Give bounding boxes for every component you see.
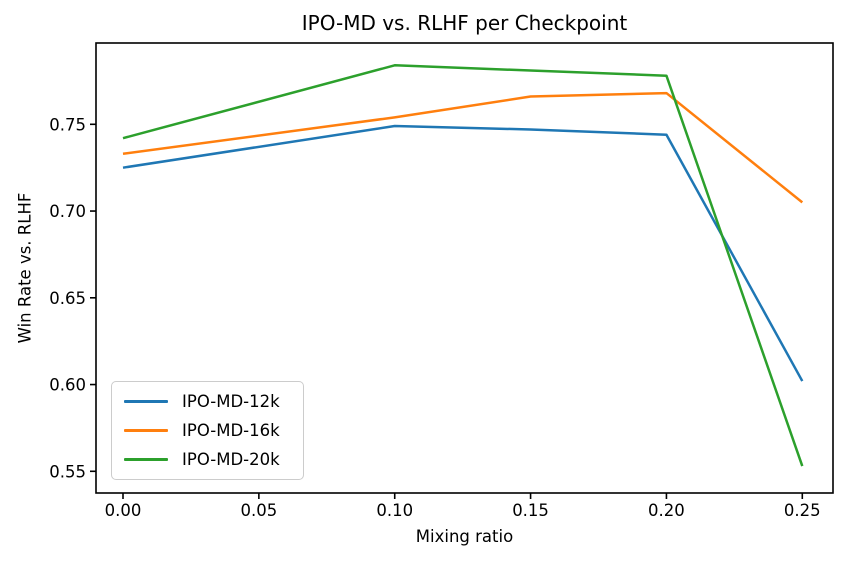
legend-item: IPO-MD-16k bbox=[124, 416, 291, 445]
legend-label: IPO-MD-20k bbox=[182, 450, 280, 469]
x-axis-label: Mixing ratio bbox=[415, 527, 514, 546]
y-tick-label: 0.75 bbox=[49, 115, 86, 134]
chart-title: IPO-MD vs. RLHF per Checkpoint bbox=[301, 11, 628, 35]
x-tick-label: 0.00 bbox=[105, 501, 142, 520]
legend-label: IPO-MD-16k bbox=[182, 421, 280, 440]
axes-frame bbox=[95, 42, 834, 494]
y-tick-label: 0.70 bbox=[49, 202, 86, 221]
y-tick-label: 0.60 bbox=[49, 376, 86, 395]
series-line-IPO-MD-12k bbox=[122, 124, 804, 382]
x-tick-label: 0.05 bbox=[240, 501, 277, 520]
legend-item: IPO-MD-12k bbox=[124, 387, 291, 416]
legend-line-sample bbox=[124, 458, 168, 461]
x-tick-label: 0.20 bbox=[648, 501, 685, 520]
x-tick-label: 0.25 bbox=[784, 501, 821, 520]
series-line-IPO-MD-20k bbox=[122, 64, 804, 467]
y-tick-label: 0.65 bbox=[49, 289, 86, 308]
legend-line-sample bbox=[124, 429, 168, 432]
legend-label: IPO-MD-12k bbox=[182, 392, 280, 411]
x-tick-label: 0.10 bbox=[376, 501, 413, 520]
legend-item: IPO-MD-20k bbox=[124, 445, 291, 474]
y-axis-label: Win Rate vs. RLHF bbox=[15, 192, 35, 344]
y-tick-label: 0.55 bbox=[49, 462, 86, 481]
x-tick-label: 0.15 bbox=[512, 501, 549, 520]
legend: IPO-MD-12k IPO-MD-16k IPO-MD-20k bbox=[111, 381, 304, 480]
series-line-IPO-MD-16k bbox=[122, 91, 804, 204]
legend-line-sample bbox=[124, 400, 168, 403]
